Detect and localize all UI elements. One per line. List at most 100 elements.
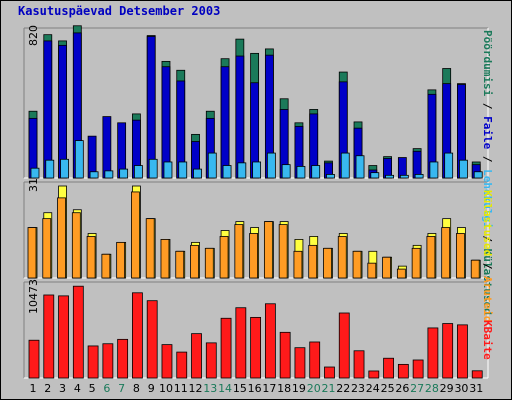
bar-files-day-9 — [146, 36, 156, 179]
day-label-31: 31 — [469, 382, 483, 395]
middle-panel-legend: Külastused / Aruteid — [481, 190, 494, 323]
bar-kbytes-day-20 — [309, 341, 321, 379]
bar-pages-day-19 — [296, 166, 306, 179]
bar-kbytes-day-27 — [412, 359, 424, 379]
bar-pages-day-21 — [326, 174, 335, 179]
bar-pages-day-22 — [340, 152, 350, 179]
bar-arutied-day-17 — [263, 221, 273, 279]
bar-files-day-15 — [235, 55, 245, 179]
bar-kbytes-day-3 — [58, 295, 69, 379]
bar-kbytes-day-9 — [146, 300, 158, 379]
bar-kbytes-day-30 — [457, 324, 468, 379]
bar-files-day-2 — [43, 40, 53, 179]
day-label-8: 8 — [133, 382, 140, 395]
day-label-22: 22 — [336, 382, 350, 395]
legend-arutied: Aruteid — [481, 276, 494, 323]
day-label-29: 29 — [440, 382, 454, 395]
top-panel-ymax-label: 820 — [27, 25, 40, 46]
bar-pages-day-26 — [399, 174, 409, 179]
bar-kbytes-day-8 — [132, 292, 143, 379]
bar-kbytes-day-31 — [471, 370, 483, 379]
bar-arutied-day-13 — [204, 247, 214, 279]
bar-arutied-day-23 — [352, 250, 362, 279]
day-label-25: 25 — [381, 382, 395, 395]
day-label-7: 7 — [118, 382, 125, 395]
bar-arutied-day-20 — [308, 244, 318, 279]
bar-kbytes-day-10 — [161, 344, 173, 379]
day-label-13: 13 — [203, 382, 217, 395]
bar-kbytes-day-1 — [28, 339, 40, 379]
bar-files-day-14 — [220, 66, 230, 179]
bar-pages-day-17 — [266, 152, 276, 179]
bar-kbytes-day-11 — [176, 351, 188, 379]
bar-arutied-day-21 — [323, 247, 332, 279]
bar-pages-day-27 — [414, 174, 424, 179]
legend-kbytes: KBaite — [481, 320, 494, 360]
bar-arutied-day-26 — [396, 268, 406, 279]
bar-kbytes-day-16 — [250, 316, 262, 379]
bar-arutied-day-27 — [411, 247, 421, 279]
bar-arutied-day-9 — [145, 218, 155, 279]
legend-files: Faile — [481, 116, 494, 150]
bar-arutied-day-15 — [234, 224, 244, 279]
bar-pages-day-1 — [30, 167, 40, 179]
bar-kbytes-day-25 — [383, 357, 394, 379]
bar-pages-day-15 — [237, 162, 247, 179]
bar-arutied-day-5 — [86, 236, 96, 279]
bar-arutied-day-4 — [71, 212, 81, 279]
day-label-3: 3 — [59, 382, 66, 395]
day-label-11: 11 — [174, 382, 188, 395]
day-label-14: 14 — [218, 382, 232, 395]
day-label-20: 20 — [307, 382, 321, 395]
bar-kbytes-day-19 — [294, 347, 306, 379]
bar-pages-day-25 — [385, 174, 394, 179]
bar-pages-day-8 — [134, 165, 143, 179]
day-label-23: 23 — [351, 382, 365, 395]
bar-kbytes-day-23 — [353, 350, 365, 379]
bar-arutied-day-24 — [367, 262, 377, 279]
bar-pages-day-29 — [444, 152, 454, 179]
bar-pages-day-18 — [281, 164, 291, 179]
bar-pages-day-11 — [178, 161, 188, 179]
bar-arutied-day-30 — [456, 233, 465, 279]
bar-pages-day-24 — [370, 172, 380, 179]
bar-pages-day-31 — [473, 171, 483, 179]
bar-files-day-26 — [397, 157, 407, 179]
bar-pages-day-10 — [163, 161, 173, 179]
bar-files-day-10 — [161, 66, 171, 179]
bar-pages-day-20 — [311, 165, 321, 179]
bar-arutied-day-6 — [101, 253, 111, 279]
bar-arutied-day-10 — [160, 239, 170, 279]
day-label-12: 12 — [189, 382, 203, 395]
bar-arutied-day-18 — [278, 224, 288, 279]
day-label-28: 28 — [425, 382, 439, 395]
bar-arutied-day-19 — [293, 250, 303, 279]
day-label-17: 17 — [262, 382, 276, 395]
bar-arutied-day-1 — [27, 227, 37, 279]
bar-kbytes-day-7 — [117, 338, 129, 379]
bottom-panel-ymax-label: 10473 — [27, 279, 40, 314]
day-label-18: 18 — [277, 382, 291, 395]
bar-kbytes-day-24 — [368, 370, 380, 379]
bar-pages-day-16 — [252, 161, 262, 179]
bar-pages-day-5 — [89, 171, 99, 179]
day-label-2: 2 — [44, 382, 51, 395]
bar-pages-day-4 — [74, 140, 84, 179]
bar-arutied-day-14 — [219, 236, 229, 279]
bar-kbytes-day-4 — [72, 285, 84, 379]
bar-pages-day-28 — [429, 161, 439, 179]
bar-arutied-day-12 — [190, 244, 199, 279]
day-label-15: 15 — [233, 382, 247, 395]
bar-pages-day-23 — [355, 155, 365, 179]
bar-kbytes-day-5 — [87, 345, 99, 379]
bar-pages-day-14 — [222, 165, 232, 179]
bottom-panel-legend: KBaite — [481, 320, 494, 360]
bar-kbytes-day-22 — [338, 312, 350, 379]
day-label-16: 16 — [248, 382, 262, 395]
bar-kbytes-day-17 — [264, 303, 276, 379]
bar-pages-day-6 — [104, 170, 114, 179]
bar-files-day-27 — [412, 150, 422, 179]
bar-kbytes-day-18 — [279, 331, 291, 379]
bar-arutied-day-7 — [116, 241, 126, 279]
day-label-1: 1 — [30, 382, 37, 395]
